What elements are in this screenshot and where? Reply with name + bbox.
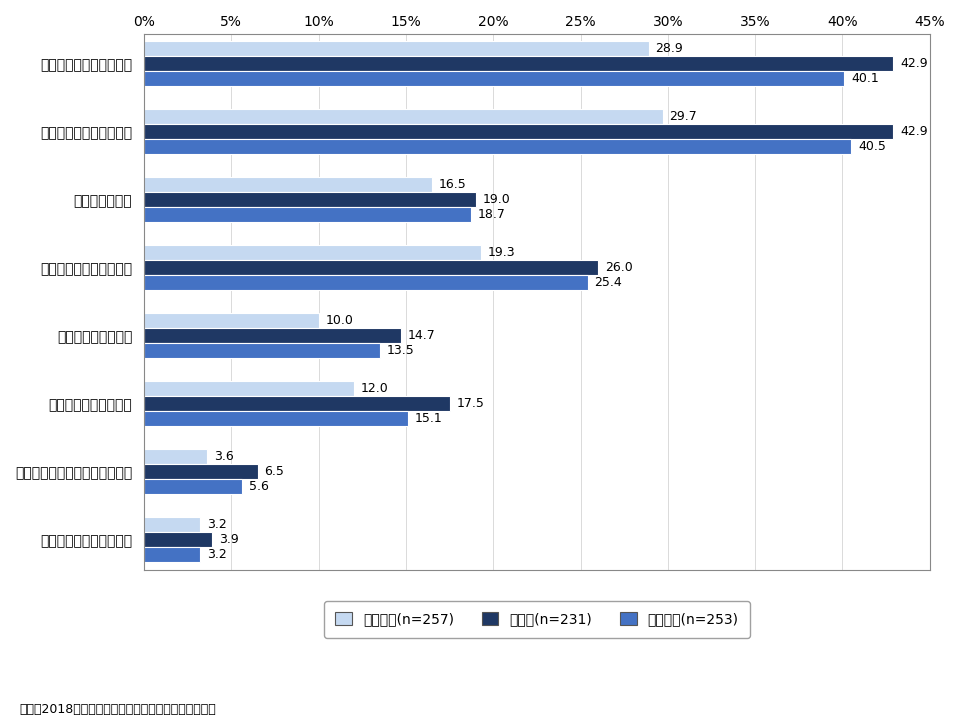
Text: 19.3: 19.3 [488, 246, 516, 259]
Text: 15.1: 15.1 [415, 412, 443, 425]
Text: 42.9: 42.9 [900, 125, 927, 138]
Text: 6.5: 6.5 [265, 465, 284, 478]
Text: 26.0: 26.0 [605, 261, 633, 274]
Text: 14.7: 14.7 [408, 329, 436, 342]
Text: 13.5: 13.5 [387, 344, 415, 357]
Bar [144, 479, 242, 494]
Bar [144, 449, 207, 464]
Text: 19.0: 19.0 [483, 193, 511, 206]
Bar [144, 464, 257, 479]
Bar [144, 517, 200, 532]
Text: 40.5: 40.5 [858, 140, 886, 153]
Bar [144, 139, 852, 154]
Text: 3.6: 3.6 [214, 450, 233, 463]
Bar [144, 260, 598, 275]
Bar [144, 192, 476, 207]
Text: 5.6: 5.6 [249, 480, 269, 493]
Bar [144, 381, 353, 396]
Text: 18.7: 18.7 [477, 208, 505, 221]
Bar [144, 71, 844, 86]
Text: 10.0: 10.0 [325, 314, 353, 327]
Bar [144, 313, 319, 328]
Bar [144, 328, 400, 343]
Legend: ケータイ(n=257), スマホ(n=231), パソコン(n=253): ケータイ(n=257), スマホ(n=231), パソコン(n=253) [324, 601, 750, 638]
Bar [144, 177, 432, 192]
Text: 12.0: 12.0 [361, 382, 388, 395]
Bar [144, 343, 380, 358]
Bar [144, 41, 649, 56]
Text: 3.2: 3.2 [207, 518, 227, 531]
Text: 16.5: 16.5 [439, 179, 467, 192]
Bar [144, 532, 212, 547]
Bar [144, 411, 408, 426]
Text: 3.2: 3.2 [207, 548, 227, 561]
Text: 28.9: 28.9 [656, 42, 684, 55]
Text: 25.4: 25.4 [594, 276, 622, 289]
Bar [144, 109, 662, 125]
Text: 42.9: 42.9 [900, 58, 927, 71]
Bar [144, 547, 200, 562]
Bar [144, 396, 449, 411]
Text: 40.1: 40.1 [852, 72, 878, 85]
Text: 出所：2018年一般向けモバイル動向調査（訪問留置）: 出所：2018年一般向けモバイル動向調査（訪問留置） [19, 703, 216, 716]
Bar [144, 56, 893, 71]
Text: 29.7: 29.7 [669, 110, 697, 123]
Bar [144, 246, 481, 260]
Bar [144, 207, 470, 222]
Bar [144, 275, 588, 290]
Text: 3.9: 3.9 [219, 533, 239, 546]
Bar [144, 125, 893, 139]
Text: 17.5: 17.5 [457, 397, 485, 410]
